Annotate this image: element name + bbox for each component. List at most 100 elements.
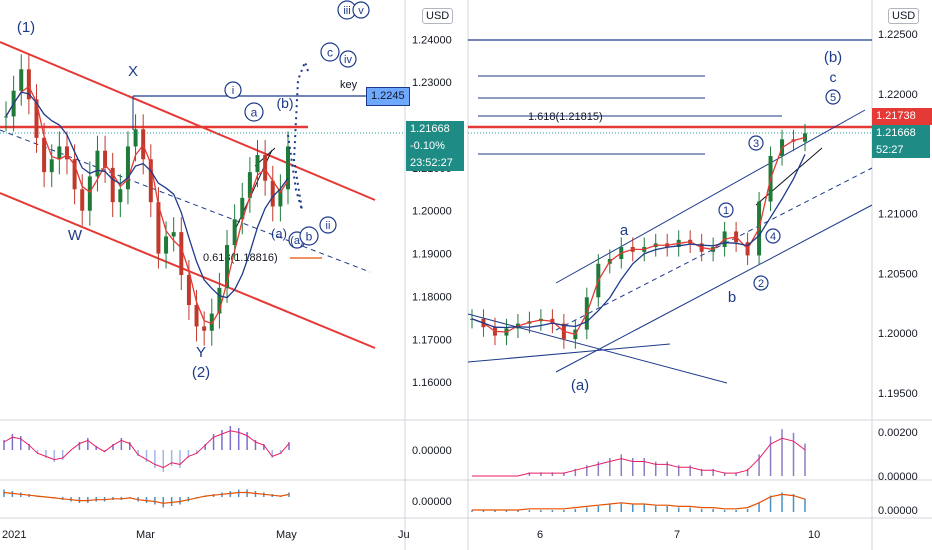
left-candle-body bbox=[255, 155, 260, 173]
left-price-tag: 1.21668 -0.10% 23:52:27 bbox=[406, 121, 464, 171]
left-candle-body bbox=[232, 219, 237, 245]
wave-label-sub-b-ring bbox=[299, 226, 319, 246]
right-wave-label-a: a bbox=[620, 222, 629, 239]
right-price-tick-label: 1.21000 bbox=[878, 209, 918, 221]
wave-label-v-ring bbox=[352, 1, 370, 19]
left-candle-body bbox=[247, 172, 252, 198]
right-price-tag: 1.21668 52:27 bbox=[872, 125, 930, 158]
right-price-tick-label: 1.20500 bbox=[878, 268, 918, 280]
left-candle-body bbox=[95, 150, 100, 177]
left-candle-body bbox=[179, 232, 184, 275]
left-candle-body bbox=[72, 159, 77, 190]
wave-label-ii: ii bbox=[326, 220, 331, 232]
right-wave-label-b2: b bbox=[728, 289, 736, 306]
left-countdown: 23:52:27 bbox=[410, 157, 453, 169]
left-time-tick: May bbox=[276, 529, 297, 541]
right-channel-lower bbox=[555, 204, 873, 373]
left-current-price: 1.21668 bbox=[410, 123, 450, 135]
left-candle-body bbox=[34, 99, 39, 138]
left-ao-line bbox=[3, 491, 290, 504]
wave-label-ii-ring bbox=[319, 216, 337, 234]
right-wave-label-c: c bbox=[830, 69, 837, 85]
left-candle-body bbox=[164, 236, 169, 254]
left-time-tick: 2021 bbox=[2, 529, 26, 541]
left-candle-body bbox=[103, 150, 108, 168]
left-candle-body bbox=[171, 232, 176, 237]
right-candle-body bbox=[803, 133, 807, 142]
wave-label-2: (2) bbox=[192, 364, 210, 381]
left-change: -0.10% bbox=[410, 140, 445, 152]
left-price-tick-label: 1.17000 bbox=[412, 334, 452, 346]
right-time-tick: 7 bbox=[674, 529, 680, 541]
right-triangle-down bbox=[467, 313, 728, 384]
right-fib-label: 1.618(1.21815) bbox=[528, 111, 603, 123]
right-channel-upper bbox=[555, 109, 866, 284]
left-candle-body bbox=[202, 326, 207, 331]
right-ao-tick: 0.00000 bbox=[878, 505, 918, 517]
left-candle-body bbox=[270, 180, 275, 207]
left-price-tick-label: 1.20000 bbox=[412, 206, 452, 218]
left-price-tick-label: 1.16000 bbox=[412, 377, 452, 389]
wave-label-i-ring bbox=[224, 81, 242, 99]
left-price-tick-label: 1.19000 bbox=[412, 249, 452, 261]
left-candle-body bbox=[133, 129, 138, 147]
right-red-level-tag: 1.21738 bbox=[872, 108, 932, 125]
wave-label-1: (1) bbox=[17, 19, 35, 36]
key-level-tag: 1.2245 bbox=[366, 87, 410, 106]
left-macd-line bbox=[3, 430, 290, 469]
right-triangle-up bbox=[467, 343, 671, 363]
left-candle-body bbox=[19, 69, 24, 91]
left-candle-body bbox=[217, 287, 222, 314]
left-time-tick: Ju bbox=[398, 529, 410, 541]
wave-label-a: a bbox=[251, 105, 258, 119]
wave-label-iv-ring bbox=[339, 50, 357, 68]
left-candle-body bbox=[225, 245, 230, 288]
wave-label-w: W bbox=[68, 227, 83, 244]
right-wave-label-a-paren: (a) bbox=[571, 377, 589, 394]
right-macd-line bbox=[472, 437, 806, 477]
left-price-tick-label: 1.18000 bbox=[412, 291, 452, 303]
left-candle-body bbox=[64, 146, 69, 160]
left-candle-body bbox=[118, 189, 123, 203]
right-wave-label-2: 2 bbox=[758, 278, 764, 290]
right-wave-label-4-ring bbox=[765, 228, 781, 244]
wave-label-y: Y bbox=[196, 344, 206, 361]
left-candle-body bbox=[125, 146, 130, 190]
left-price-tick-label: 1.23000 bbox=[412, 77, 452, 89]
left-candle-body bbox=[209, 313, 214, 331]
upper-channel-line bbox=[0, 41, 376, 201]
left-candle-body bbox=[240, 197, 245, 220]
wave-label-sub-b: b bbox=[306, 229, 313, 243]
right-time-tick: 10 bbox=[808, 529, 820, 541]
left-time-tick: Mar bbox=[136, 529, 155, 541]
right-wave-label-3-ring bbox=[748, 135, 764, 151]
right-price-tick-label: 1.20000 bbox=[878, 328, 918, 340]
left-candle-body bbox=[148, 159, 153, 203]
key-label: key bbox=[340, 79, 358, 91]
fib-0618-label: 0.618(1.18816) bbox=[203, 252, 278, 264]
right-countdown: 52:27 bbox=[876, 144, 904, 156]
left-candle-body bbox=[110, 167, 115, 203]
wave-label-c: c bbox=[327, 45, 333, 59]
wave-label-a-ring bbox=[244, 102, 264, 122]
left-candle-body bbox=[263, 155, 268, 181]
left-candle-body bbox=[186, 275, 191, 305]
wave-label-sub-a: (a) bbox=[271, 226, 287, 241]
wave-label-b: (b) bbox=[276, 95, 293, 111]
right-wave-label-5-ring bbox=[825, 89, 841, 105]
wave-label-i: i bbox=[232, 85, 234, 97]
dashed-trend-line bbox=[0, 129, 371, 273]
right-current-price: 1.21668 bbox=[876, 127, 916, 139]
left-candle-body bbox=[49, 159, 54, 173]
wave-label-iii: iii bbox=[343, 5, 350, 17]
right-price-tick-label: 1.22000 bbox=[878, 89, 918, 101]
left-macd-tick: 0.00000 bbox=[412, 445, 452, 457]
wave-label-v: v bbox=[358, 5, 364, 17]
left-currency-label: USD bbox=[422, 8, 454, 24]
right-macd-tick-zero: 0.00000 bbox=[878, 471, 918, 483]
wave-label-c-ring bbox=[320, 42, 340, 62]
right-price-tick-label: 1.19500 bbox=[878, 388, 918, 400]
right-price-tick-label: 1.22500 bbox=[878, 29, 918, 41]
left-candle-body bbox=[26, 69, 31, 100]
